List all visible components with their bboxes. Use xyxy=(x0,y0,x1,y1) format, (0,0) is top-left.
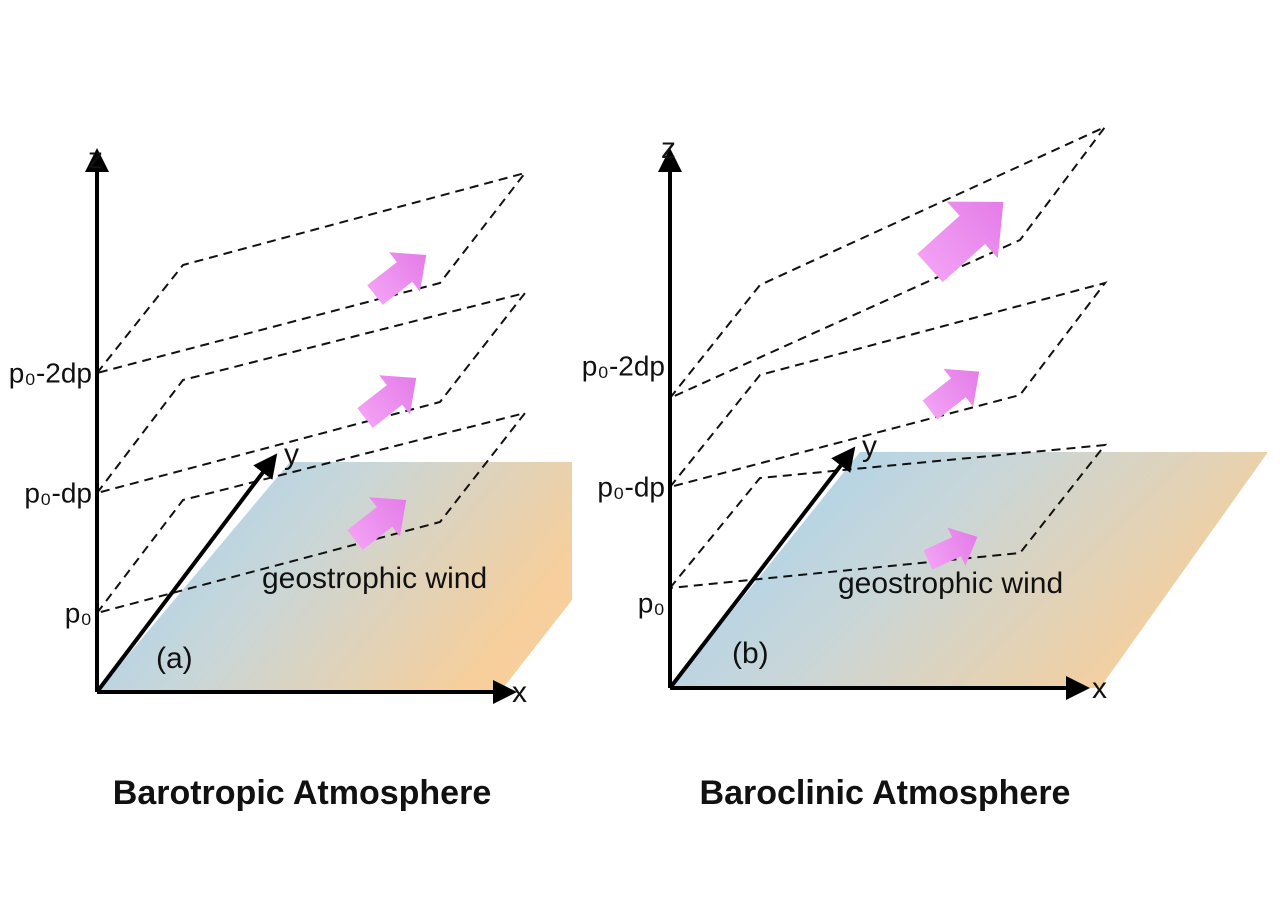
panel-title: Baroclinic Atmosphere xyxy=(700,774,1071,812)
level-label: p₀-2dp xyxy=(582,350,665,381)
x-label: x xyxy=(1092,672,1107,705)
panel-label: (a) xyxy=(156,642,193,675)
level-label: p₀-dp xyxy=(24,477,92,508)
y-label: y xyxy=(284,438,299,471)
ground-plane xyxy=(97,462,572,692)
level-label: p₀ xyxy=(638,587,665,618)
panel-title: Barotropic Atmosphere xyxy=(113,774,491,812)
y-axis xyxy=(668,446,856,690)
ground-plane xyxy=(670,452,1268,688)
pressure-planes xyxy=(667,126,1108,590)
level-label: p₀ xyxy=(65,597,92,628)
wind-label: geostrophic wind xyxy=(838,567,1063,600)
panel-b: z y x p₀ p₀-dp p₀-2dp geostrophic wind (… xyxy=(582,126,1268,812)
pressure-planes xyxy=(94,171,528,615)
x-label: x xyxy=(512,676,527,709)
level-label: p₀-dp xyxy=(597,471,665,502)
panel-label: (b) xyxy=(732,637,769,670)
z-label: z xyxy=(661,132,676,165)
z-label: z xyxy=(88,142,103,175)
y-label: y xyxy=(862,430,877,463)
y-axis xyxy=(95,453,278,694)
wind-label: geostrophic wind xyxy=(262,562,487,595)
panel-a: z y x p₀ p₀-dp p₀-2dp geostrophic wind (… xyxy=(9,142,572,812)
level-label: p₀-2dp xyxy=(9,357,92,388)
